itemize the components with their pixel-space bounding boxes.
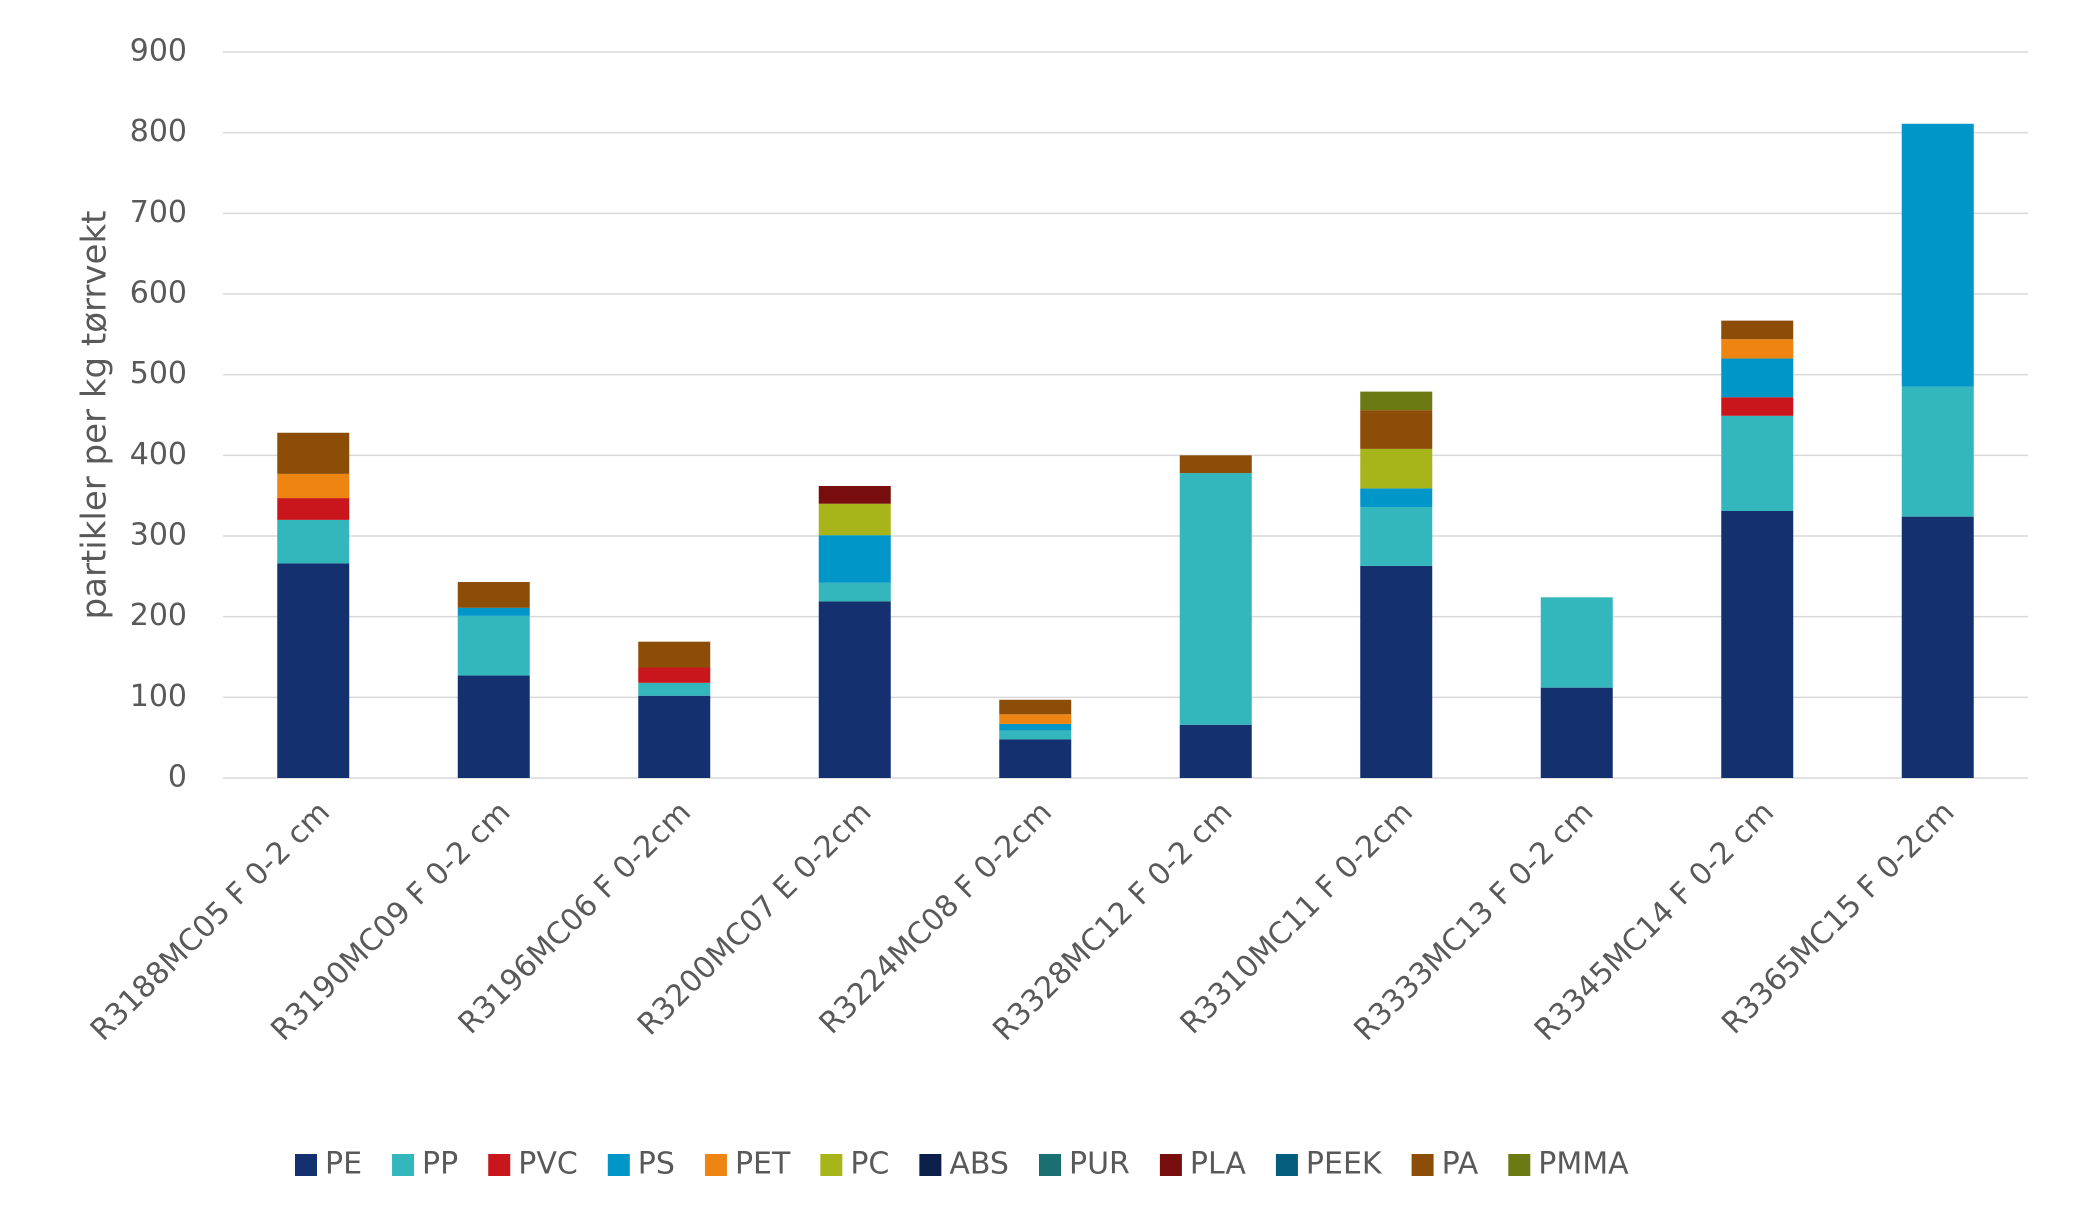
bar-segment [999,723,1072,731]
bar-segment [1540,597,1613,688]
bar-segment [1721,510,1794,778]
bar-segment [999,699,1072,715]
legend-swatch [919,1154,942,1176]
y-tick-label: 200 [130,598,187,633]
legend-swatch [704,1154,727,1176]
bar-segment [1179,724,1252,778]
bar-segment [999,730,1072,740]
legend-label: PEEK [1306,1147,1383,1182]
y-tick-label: 0 [168,760,187,795]
legend-label: PLA [1190,1147,1246,1182]
legend-label: PC [850,1147,889,1182]
bar-segment [638,695,711,778]
bar-segment [1360,410,1433,449]
bar-segment [1901,386,1974,517]
bar-segment [818,503,891,536]
legend-label: PMMA [1538,1147,1629,1182]
legend-swatch [1038,1154,1061,1176]
bar-segment [277,473,350,499]
bar-segment [277,498,350,520]
bar-segment [1901,516,1974,778]
y-axis-label: partikler per kg tørrvekt [75,211,115,620]
legend-label: PE [325,1147,362,1182]
legend-swatch [1159,1154,1182,1176]
bar-segment [638,682,711,696]
bar-segment [457,675,530,778]
legend-label: PA [1442,1147,1479,1182]
y-tick-label: 100 [130,679,187,714]
bar-segment [1540,687,1613,778]
legend-swatch [1411,1154,1434,1176]
bar-segment [818,485,891,504]
bar-segment [1360,506,1433,566]
legend-label: PP [422,1147,458,1182]
bar-segment [457,581,530,608]
bar-segment [1721,397,1794,416]
legend-label: PS [638,1147,675,1182]
bar-segment [277,519,350,564]
legend-label: PVC [518,1147,578,1182]
legend-swatch [820,1154,843,1176]
bar-segment [1360,391,1433,411]
legend-label: ABS [949,1147,1009,1182]
bar-segment [818,582,891,602]
legend-swatch [1275,1154,1298,1176]
bar-segment [818,601,891,778]
legend-label: PUR [1069,1147,1130,1182]
y-tick-label: 600 [130,276,187,311]
bar-segment [999,714,1072,724]
bar-segment [1360,565,1433,778]
bar-segment [999,739,1072,778]
bar-segment [1179,473,1252,725]
bar-segment [818,535,891,583]
bar-segment [1721,415,1794,511]
bar-segment [1721,320,1794,340]
bar-segment [638,641,711,668]
legend-swatch [1508,1154,1531,1176]
bar-segment [1721,339,1794,359]
y-tick-label: 300 [130,518,187,553]
bar-segment [1721,358,1794,398]
y-tick-label: 400 [130,437,187,472]
legend-label: PET [735,1147,791,1182]
bar-segment [638,667,711,683]
y-tick-label: 900 [130,34,187,69]
bar-segment [277,563,350,778]
legend-swatch [295,1154,317,1176]
bar-segment [457,607,530,616]
y-tick-label: 800 [130,114,187,149]
bar-segment [277,432,350,474]
y-tick-label: 700 [130,195,187,230]
bar-segment [1179,455,1252,474]
legend-swatch [488,1154,511,1176]
bar-segment [1360,448,1433,489]
legend-swatch [392,1154,415,1176]
y-tick-label: 500 [130,356,187,391]
bar-segment [457,615,530,676]
bar-segment [1901,123,1974,387]
legend-swatch [607,1154,630,1176]
bar-segment [1360,488,1433,507]
